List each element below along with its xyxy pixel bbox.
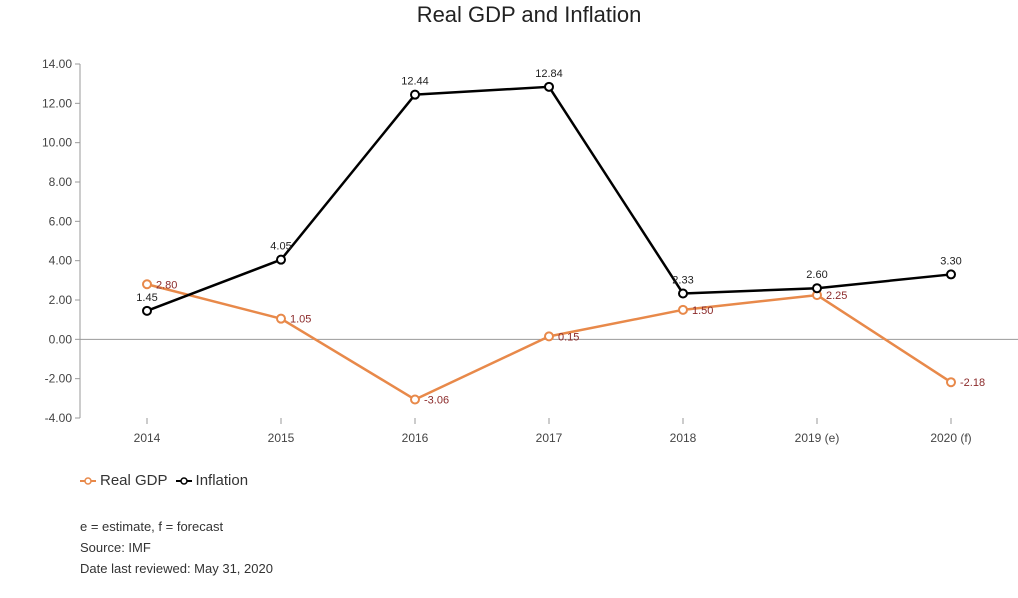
- data-label-inflation: 3.30: [940, 255, 961, 267]
- y-tick-label: -4.00: [45, 411, 73, 425]
- data-label-inflation: 12.84: [535, 68, 563, 80]
- data-labels: 2.80 1.05 -3.06 0.15 1.50 2.25 -2.18 1.45 4.05 12…: [136, 68, 985, 407]
- data-point-real-gdp: [276, 313, 286, 324]
- data-point-real-gdp: [678, 304, 688, 315]
- legend: Real GDP Inflation: [80, 472, 256, 489]
- y-tick-label: 14.00: [42, 57, 72, 71]
- y-tick-label: 2.00: [49, 293, 73, 307]
- data-label-inflation: 12.44: [401, 76, 429, 88]
- y-tick-label: -2.00: [45, 372, 73, 386]
- data-label-real-gdp: 0.15: [558, 331, 579, 343]
- series-points: [142, 81, 956, 405]
- legend-swatch-real-gdp: [80, 476, 96, 485]
- x-tick-label: 2017: [536, 431, 563, 445]
- y-tick-label: 10.00: [42, 136, 72, 150]
- data-label-real-gdp: -2.18: [960, 377, 985, 389]
- legend-label-inflation: Inflation: [195, 472, 249, 489]
- x-tick-label: 2014: [134, 431, 161, 445]
- data-label-real-gdp: 2.80: [156, 279, 177, 291]
- chart-notes: e = estimate, f = forecast Source: IMF D…: [80, 516, 273, 579]
- data-label-real-gdp: 2.25: [826, 290, 847, 302]
- data-point-inflation: [812, 283, 822, 294]
- data-point-inflation: [142, 305, 152, 316]
- y-tick-label: 12.00: [42, 96, 72, 110]
- legend-swatch-inflation: [175, 476, 192, 485]
- data-label-real-gdp: 1.50: [692, 305, 713, 317]
- data-point-real-gdp: [946, 377, 956, 388]
- series-line-inflation: [146, 85, 952, 312]
- legend-label-real-gdp: Real GDP: [100, 472, 168, 489]
- data-label-inflation: 2.60: [806, 269, 827, 281]
- data-point-inflation: [410, 89, 420, 100]
- x-tick-label: 2016: [402, 431, 429, 445]
- data-point-inflation: [544, 81, 554, 92]
- data-label-inflation: 2.33: [672, 275, 693, 287]
- data-point-real-gdp: [410, 394, 420, 405]
- x-tick-label: 2020 (f): [930, 431, 971, 445]
- data-label-real-gdp: -3.06: [424, 395, 449, 407]
- chart-title: Real GDP and Inflation: [417, 2, 642, 27]
- data-point-inflation: [678, 288, 688, 299]
- data-point-real-gdp: [142, 279, 152, 290]
- y-tick-label: 8.00: [49, 175, 73, 189]
- data-point-inflation: [946, 269, 956, 280]
- legend-item-real-gdp[interactable]: Real GDP: [80, 472, 168, 489]
- note-estimate-forecast: e = estimate, f = forecast: [80, 519, 224, 534]
- data-label-inflation: 1.45: [136, 292, 157, 304]
- x-tick-label: 2015: [268, 431, 295, 445]
- data-label-inflation: 4.05: [270, 241, 291, 253]
- note-source: Source: IMF: [80, 540, 151, 555]
- legend-item-inflation[interactable]: Inflation: [175, 472, 249, 489]
- x-tick-label: 2018: [670, 431, 697, 445]
- y-tick-label: 4.00: [49, 254, 73, 268]
- x-tick-label: 2019 (e): [795, 431, 840, 445]
- series-lines: [146, 85, 952, 401]
- data-label-real-gdp: 1.05: [290, 314, 311, 326]
- axes: 14.00 12.00 10.00 8.00 6.00 4.00 2.00 0.00 -2.00…: [42, 57, 1018, 445]
- data-point-inflation: [276, 254, 286, 265]
- y-tick-label: 6.00: [49, 214, 73, 228]
- data-point-real-gdp: [544, 331, 554, 342]
- note-date-reviewed: Date last reviewed: May 31, 2020: [80, 561, 273, 576]
- y-tick-label: 0.00: [49, 332, 73, 346]
